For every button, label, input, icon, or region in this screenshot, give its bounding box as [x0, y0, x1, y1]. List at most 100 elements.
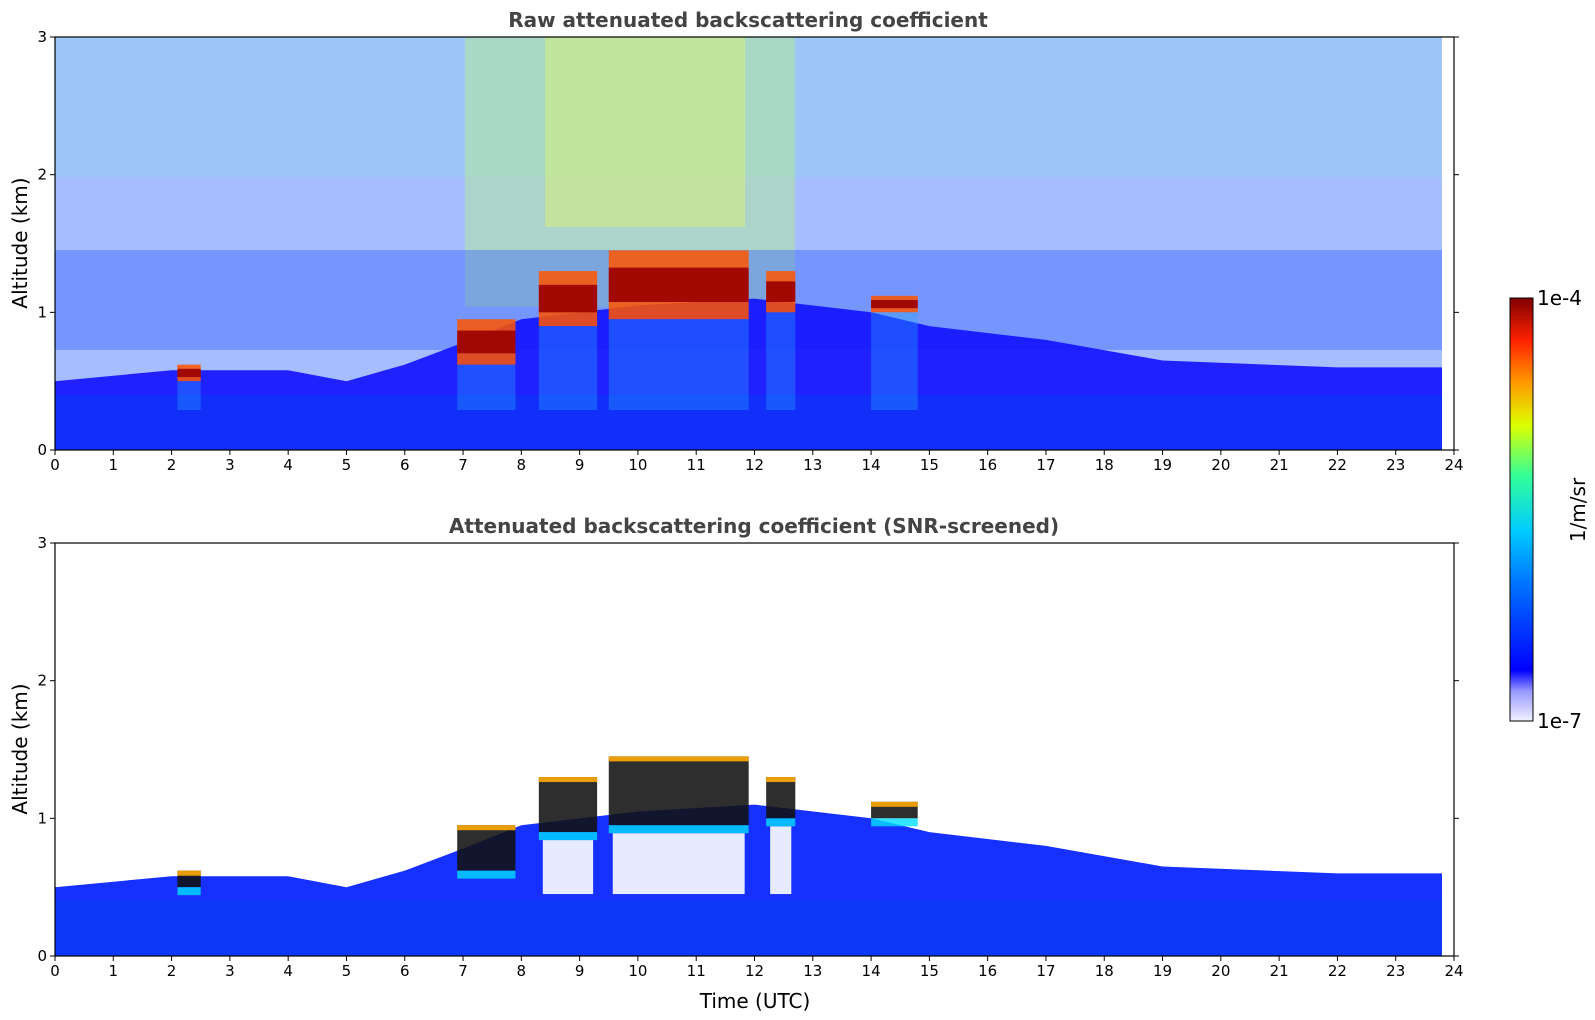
x-tick-label: 4 [283, 962, 293, 980]
x-tick-label: 22 [1328, 962, 1347, 980]
y-tick-label: 0 [37, 947, 47, 965]
cloud-patch [538, 777, 598, 833]
cloud-shadow-column [608, 319, 749, 410]
x-tick-label: 17 [1036, 456, 1055, 474]
cloud-shadow-column [177, 381, 201, 410]
cloud-core [608, 267, 749, 303]
cloud-top-edge [766, 777, 796, 783]
x-tick-label: 11 [687, 456, 706, 474]
x-tick-label: 3 [225, 456, 235, 474]
y-tick-label: 2 [37, 672, 47, 690]
raw-cloud-features [177, 250, 918, 410]
y-tick-label: 2 [37, 166, 47, 184]
cloud-top-edge [177, 870, 201, 876]
x-tick-label: 23 [1386, 456, 1405, 474]
cloud-base-edge [608, 825, 749, 834]
cloud-core [871, 299, 918, 309]
x-tick-label: 6 [400, 456, 410, 474]
x-tick-label: 0 [50, 962, 60, 980]
x-tick-label: 21 [1270, 456, 1289, 474]
x-tick-label: 2 [167, 962, 177, 980]
x-tick-label: 5 [342, 962, 352, 980]
x-tick-label: 8 [517, 456, 527, 474]
x-tick-label: 6 [400, 962, 410, 980]
cloud-shadow-column [766, 312, 796, 410]
cloud-base-edge [457, 870, 516, 879]
x-tick-label: 8 [517, 962, 527, 980]
y-tick-label: 1 [37, 303, 47, 321]
cloud-core [766, 281, 796, 303]
raw-backscatter-panel: Raw attenuated backscattering coefficien… [8, 8, 1464, 474]
y-tick-label: 1 [37, 809, 47, 827]
cloud-patch [766, 777, 796, 819]
cloud-core [177, 368, 201, 378]
x-tick-label: 14 [862, 962, 881, 980]
x-tick-label: 12 [745, 962, 764, 980]
x-tick-label: 4 [283, 456, 293, 474]
x-tick-label: 17 [1036, 962, 1055, 980]
snr-x-axis: 0 1 2 3 4 5 6 7 8 9 10 11 12 13 14 15 16 17 18 19 20 21 22 23 24 [50, 956, 1464, 980]
x-tick-label: 3 [225, 962, 235, 980]
x-tick-label: 14 [862, 456, 881, 474]
screened-gap [770, 826, 792, 895]
screened-gap [612, 833, 745, 895]
screened-gap [542, 840, 594, 895]
x-tick-label: 20 [1211, 962, 1230, 980]
cloud-shadow-column [871, 312, 918, 410]
x-tick-label: 13 [803, 962, 822, 980]
x-tick-label: 21 [1270, 962, 1289, 980]
x-tick-label: 18 [1095, 962, 1114, 980]
cloud-core [457, 330, 516, 354]
x-tick-label: 11 [687, 962, 706, 980]
x-tick-label: 12 [745, 456, 764, 474]
cloud-base-edge [871, 818, 918, 827]
x-tick-label: 9 [575, 962, 585, 980]
cloud-base-edge [538, 832, 598, 841]
x-tick-label: 1 [109, 962, 119, 980]
cloud-core [538, 284, 598, 313]
cloud-base-edge [177, 887, 201, 896]
cloud-patch [457, 825, 516, 871]
cloud-base-edge [766, 818, 796, 827]
colorbar: 1e-4 1e-7 1/m/sr [1509, 286, 1590, 733]
x-tick-label: 24 [1444, 962, 1463, 980]
x-tick-label: 10 [628, 456, 647, 474]
colorbar-max-label: 1e-4 [1537, 286, 1582, 310]
y-tick-label: 3 [37, 28, 47, 46]
snr-heatmap-image [55, 543, 1454, 956]
x-tick-label: 16 [978, 962, 997, 980]
raw-y-axis: 0 1 2 3 [37, 28, 1459, 459]
x-tick-label: 7 [458, 962, 468, 980]
x-tick-label: 0 [50, 456, 60, 474]
raw-heatmap-image [55, 37, 1454, 450]
x-tick-label: 9 [575, 456, 585, 474]
x-tick-label: 2 [167, 456, 177, 474]
raw-y-axis-label: Altitude (km) [8, 177, 32, 308]
x-tick-label: 16 [978, 456, 997, 474]
y-tick-label: 3 [37, 534, 47, 552]
cloud-top-edge [871, 801, 918, 807]
x-tick-label: 19 [1153, 456, 1172, 474]
x-tick-label: 15 [920, 962, 939, 980]
x-tick-label: 10 [628, 962, 647, 980]
snr-y-axis: 0 1 2 3 [37, 534, 1459, 965]
colorbar-units-label: 1/m/sr [1566, 477, 1590, 542]
x-tick-label: 13 [803, 456, 822, 474]
snr-y-axis-label: Altitude (km) [8, 683, 32, 814]
colorbar-gradient [1509, 297, 1534, 722]
raw-x-axis: 0 1 2 3 4 5 6 7 8 9 10 11 12 13 14 15 16 17 18 19 20 21 22 23 24 [50, 450, 1464, 474]
cloud-top-edge [538, 777, 598, 783]
snr-screened-panel: Attenuated backscattering coefficient (S… [8, 514, 1464, 1013]
snr-panel-title: Attenuated backscattering coefficient (S… [449, 514, 1059, 538]
x-tick-label: 7 [458, 456, 468, 474]
snr-cloud-features [177, 756, 918, 896]
x-tick-label: 1 [109, 456, 119, 474]
x-tick-label: 24 [1444, 456, 1463, 474]
x-tick-label: 19 [1153, 962, 1172, 980]
cloud-shadow-column [457, 364, 516, 410]
x-tick-label: 5 [342, 456, 352, 474]
raw-panel-title: Raw attenuated backscattering coefficien… [508, 8, 988, 32]
x-tick-label: 18 [1095, 456, 1114, 474]
